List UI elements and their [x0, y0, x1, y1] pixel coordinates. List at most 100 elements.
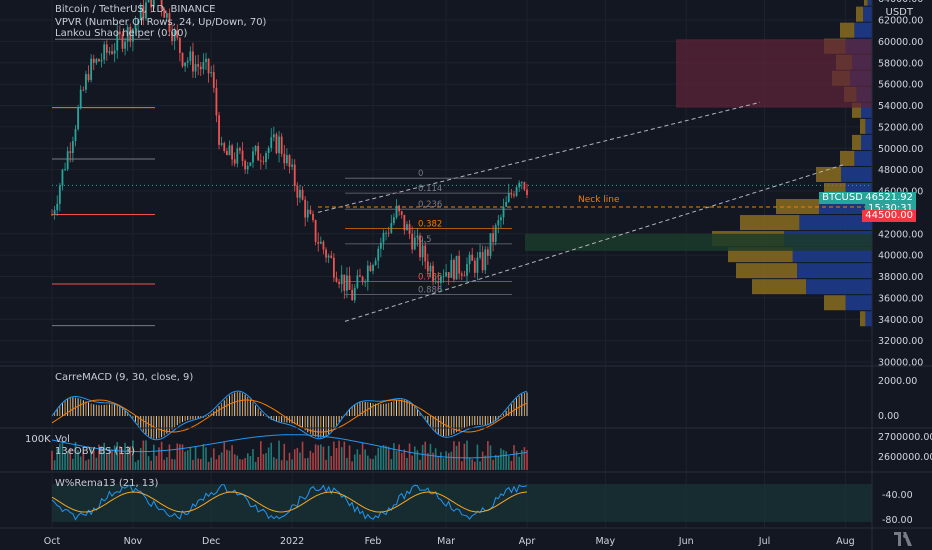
volume-bar: [427, 453, 429, 470]
candle-body: [192, 51, 194, 72]
price-tick-label: 62000.00: [878, 16, 923, 27]
vp-down-bar: [752, 279, 806, 295]
vp-up-bar: [792, 247, 872, 263]
volume-bar: [147, 456, 150, 470]
symbol-title[interactable]: Bitcoin / TetherUS, 1D, BINANCE: [55, 4, 216, 15]
candle-body: [173, 30, 176, 41]
volume-bar: [487, 441, 489, 470]
volume-bar: [163, 459, 166, 470]
volume-bar: [124, 442, 126, 470]
volume-bar: [312, 452, 314, 470]
vp-down-bar: [852, 134, 861, 150]
fib-label: 0.236: [418, 200, 442, 210]
volume-bar: [327, 445, 330, 470]
candle-body: [111, 51, 113, 54]
volume-bar: [270, 442, 273, 470]
candle-body: [505, 201, 508, 207]
lankou-legend[interactable]: Lankou Shao helper (0.00): [55, 28, 188, 39]
wr-legend[interactable]: W%Rema13 (21, 13): [55, 478, 159, 489]
candle-body: [90, 58, 93, 81]
volume-bar: [335, 447, 338, 470]
vp-up-bar: [863, 6, 872, 22]
wr-tick-label: -80.00: [882, 515, 913, 526]
volume-bar: [330, 455, 333, 470]
candle-body: [325, 249, 327, 258]
vpvr-legend[interactable]: VPVR (Number Of Rows, 24, Up/Down, 70): [55, 17, 267, 28]
volume-scale-label: 100K: [25, 434, 51, 445]
volume-bar: [437, 456, 440, 470]
candle-body: [145, 2, 147, 19]
volume-bar: [364, 449, 366, 470]
volume-bar: [207, 461, 210, 470]
volume-bar: [411, 455, 413, 470]
candle-body: [293, 164, 296, 187]
candle-body: [225, 151, 228, 156]
volume-bar: [356, 449, 359, 470]
volume-bar: [479, 461, 481, 470]
volume-bar: [218, 455, 220, 470]
volume-bar: [348, 445, 351, 470]
candle-body: [455, 255, 458, 280]
obv-legend[interactable]: 13eOBV BS (13): [55, 446, 136, 457]
vp-down-bar: [860, 311, 866, 327]
candle-body: [210, 72, 213, 74]
volume-bar: [108, 447, 111, 470]
fib-label: 0: [418, 169, 423, 179]
volume-bar: [481, 451, 484, 470]
candle-body: [351, 289, 354, 301]
candle-body: [265, 153, 267, 162]
candle-body: [366, 265, 369, 282]
volume-bar: [273, 457, 275, 470]
candle-body: [152, 0, 155, 8]
candle-body: [280, 136, 283, 154]
volume-bar: [390, 459, 393, 470]
price-tick-label: 42000.00: [878, 229, 923, 240]
vp-down-bar: [840, 22, 855, 38]
candle-body: [442, 276, 445, 278]
volume-bar: [434, 448, 437, 470]
vp-down-bar: [816, 166, 842, 182]
candle-body: [476, 257, 479, 273]
candle-body: [479, 252, 481, 258]
volume-bar: [158, 447, 160, 470]
candle-body: [364, 281, 367, 283]
volume-bar: [309, 450, 312, 470]
tradingview-logo-icon[interactable]: [894, 532, 912, 546]
candle-body: [359, 275, 361, 277]
macd-legend[interactable]: CarreMACD (9, 30, close, 9): [55, 372, 194, 383]
vp-up-bar: [865, 311, 872, 327]
volume-bar: [166, 457, 168, 470]
volume-bar: [453, 441, 455, 470]
vol-legend[interactable]: Vol: [55, 434, 70, 445]
currency-label[interactable]: USDT: [885, 7, 913, 18]
candle-body: [184, 62, 187, 67]
volume-bar: [351, 461, 353, 470]
volume-bar: [197, 458, 199, 470]
candle-body: [58, 185, 61, 204]
candle-body: [202, 62, 205, 70]
candle-body: [124, 41, 126, 49]
candle-body: [160, 0, 163, 9]
candle-body: [129, 26, 132, 42]
candle-body: [299, 189, 301, 198]
time-tick-label: May: [595, 536, 615, 547]
time-tick-label: 2022: [280, 536, 304, 547]
volume-bar: [296, 447, 299, 470]
candle-body: [178, 37, 181, 53]
volume-bar: [306, 457, 309, 470]
grid: [0, 0, 872, 528]
volume-bar: [121, 453, 124, 470]
candle-body: [286, 155, 288, 164]
macd-tick-label: 2000.00: [878, 376, 917, 387]
volume-bar: [450, 451, 453, 470]
candle-body: [163, 8, 166, 18]
candle-body: [64, 169, 66, 171]
candle-body: [113, 50, 116, 54]
volume-bar: [231, 445, 233, 470]
price-tick-label: 40000.00: [878, 251, 923, 262]
volume-bar: [424, 441, 427, 470]
vp-up-bar: [797, 263, 872, 279]
time-tick-label: Feb: [365, 536, 382, 547]
wr-band: [52, 484, 872, 522]
